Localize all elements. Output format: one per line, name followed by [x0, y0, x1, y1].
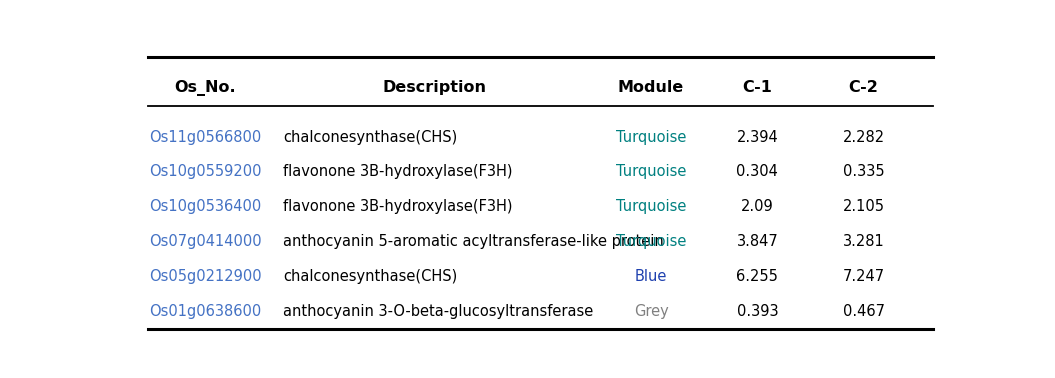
Text: Turquoise: Turquoise — [616, 130, 686, 144]
Text: C-2: C-2 — [848, 80, 879, 95]
Text: flavonone 3B-hydroxylase(F3H): flavonone 3B-hydroxylase(F3H) — [283, 164, 513, 180]
Text: C-1: C-1 — [743, 80, 772, 95]
Text: 7.247: 7.247 — [843, 269, 885, 284]
Text: Os11g0566800: Os11g0566800 — [150, 130, 262, 144]
Text: Os01g0638600: Os01g0638600 — [150, 304, 262, 319]
Text: 2.09: 2.09 — [741, 200, 773, 214]
Text: 2.394: 2.394 — [736, 130, 779, 144]
Text: 0.335: 0.335 — [843, 164, 884, 180]
Text: 2.105: 2.105 — [843, 200, 885, 214]
Text: Os05g0212900: Os05g0212900 — [149, 269, 262, 284]
Text: Description: Description — [382, 80, 486, 95]
Text: Os07g0414000: Os07g0414000 — [149, 234, 262, 249]
Text: 6.255: 6.255 — [736, 269, 779, 284]
Text: flavonone 3B-hydroxylase(F3H): flavonone 3B-hydroxylase(F3H) — [283, 200, 513, 214]
Text: anthocyanin 5-aromatic acyltransferase-like protein: anthocyanin 5-aromatic acyltransferase-l… — [283, 234, 664, 249]
Text: Os10g0559200: Os10g0559200 — [149, 164, 262, 180]
Text: anthocyanin 3-O-beta-glucosyltransferase: anthocyanin 3-O-beta-glucosyltransferase — [283, 304, 593, 319]
Text: Os10g0536400: Os10g0536400 — [150, 200, 262, 214]
Text: Turquoise: Turquoise — [616, 164, 686, 180]
Text: 3.847: 3.847 — [736, 234, 779, 249]
Text: 2.282: 2.282 — [843, 130, 885, 144]
Text: Turquoise: Turquoise — [616, 234, 686, 249]
Text: 0.304: 0.304 — [736, 164, 779, 180]
Text: 3.281: 3.281 — [843, 234, 884, 249]
Text: Blue: Blue — [635, 269, 667, 284]
Text: Turquoise: Turquoise — [616, 200, 686, 214]
Text: Module: Module — [618, 80, 685, 95]
Text: chalconesynthase(CHS): chalconesynthase(CHS) — [283, 269, 458, 284]
Text: Grey: Grey — [634, 304, 669, 319]
Text: chalconesynthase(CHS): chalconesynthase(CHS) — [283, 130, 458, 144]
Text: 0.467: 0.467 — [843, 304, 885, 319]
Text: Os_No.: Os_No. — [175, 79, 236, 96]
Text: 0.393: 0.393 — [736, 304, 779, 319]
